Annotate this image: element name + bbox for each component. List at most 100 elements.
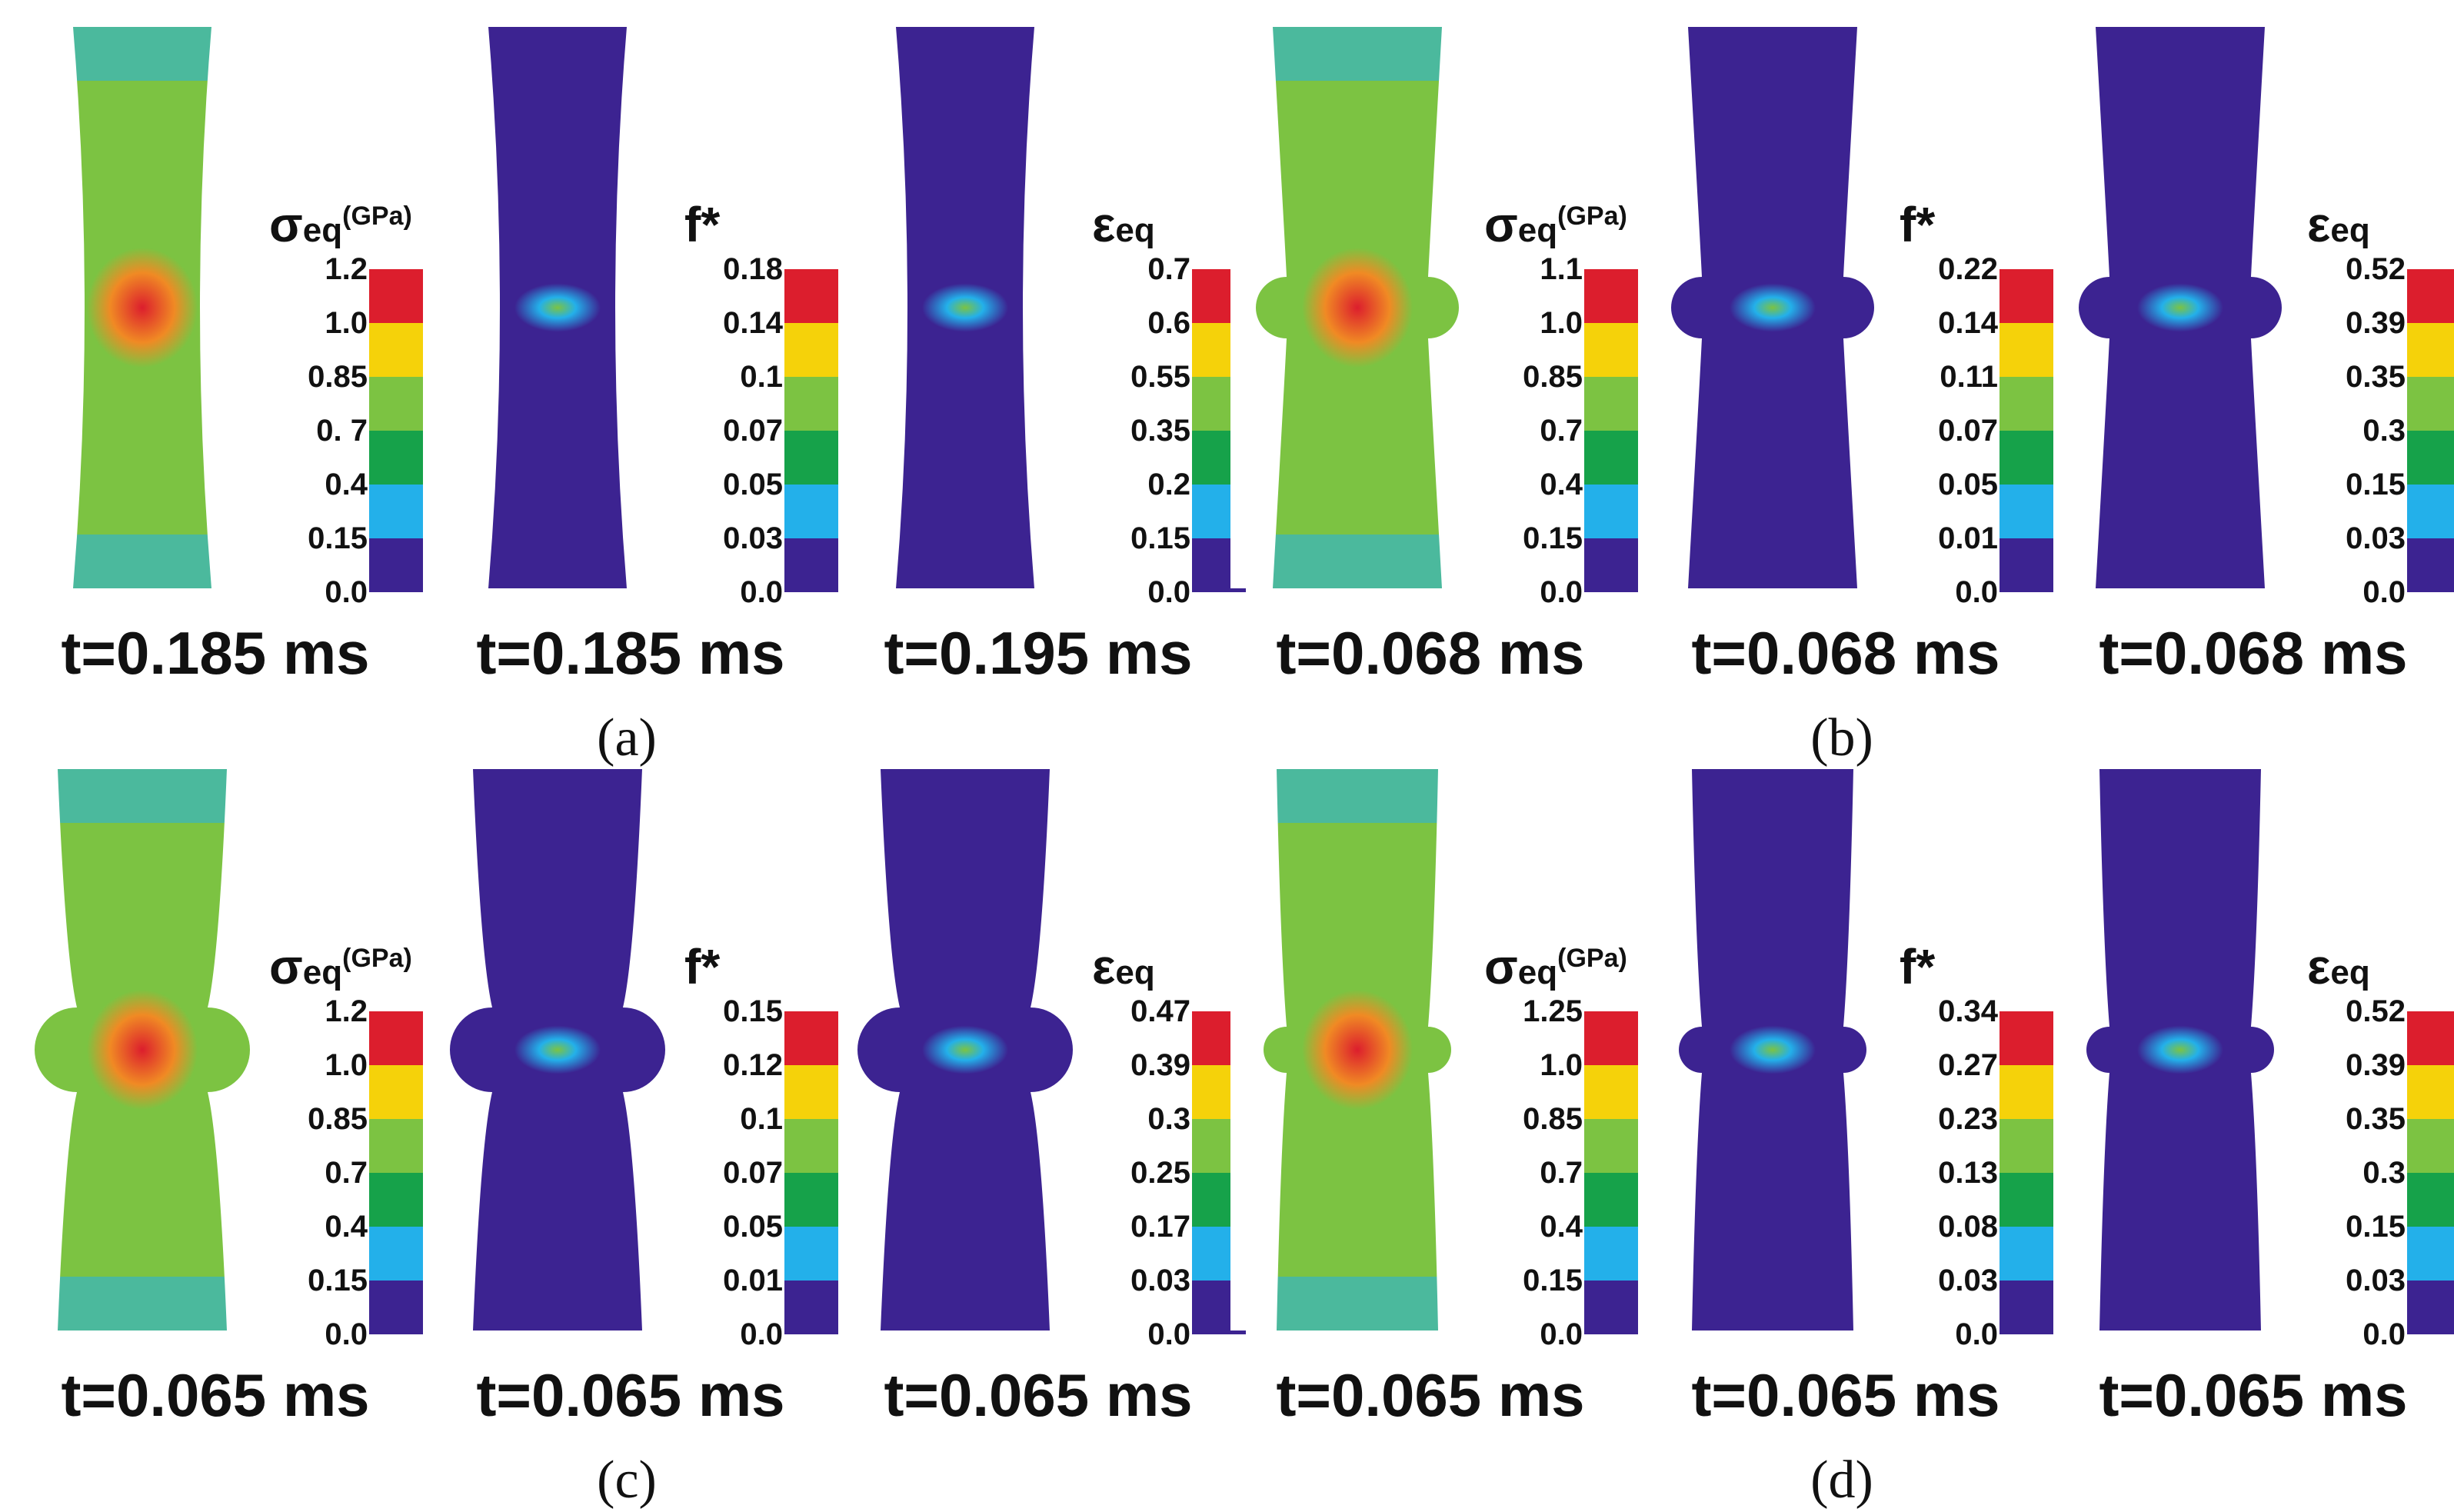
colorbar-tick-label: 0.15 [2346,468,2406,501]
colorbar-symbol: ε [1092,197,1116,252]
colorbar-tick-label: 0.15 [1523,1264,1583,1297]
panel-c: σeq(GPa) 1.2 1.0 0.85 0.7 0.4 0.15 0.0 t=0.065 m… [15,758,1246,1511]
localization-zone [1711,1015,1834,1084]
colorbar-ticks: 0.52 0.39 0.35 0.3 0.15 0.03 0.0 [2307,996,2406,1350]
colorbar-segment [1584,1119,1638,1173]
colorbar-tick-label: 0.05 [723,1210,783,1244]
colorbar-segment [369,538,423,592]
specimen-plot [1646,769,1900,1330]
colorbar-tick-label: 0.25 [1130,1156,1190,1190]
colorbar-segment [1999,485,2053,538]
time-label: t=0.068 ms [1691,619,2000,687]
colorbar-tick-label: 0.4 [1540,468,1583,501]
colorbar-tick-label: 0.15 [2346,1210,2406,1244]
colorbar-unit: (GPa) [1557,944,1627,973]
colorbar-tick-label: 0.1 [740,360,783,394]
specimen-outline-mask [431,769,684,1330]
colorbar-tick-label: 0.23 [1938,1102,1998,1136]
colorbar-segment [1999,269,2053,323]
time-label: t=0.068 ms [2099,619,2408,687]
colorbar-tick-label: 0.34 [1938,994,1998,1028]
colorbar [784,269,838,592]
colorbar [1584,269,1638,592]
contour-subplot: f* 0.34 0.27 0.23 0.13 0.08 0.03 0.0 t=0.065 ms [1646,758,2053,1425]
colorbar-tick-label: 0.0 [740,1317,783,1351]
localization-zone [496,273,619,342]
panel-label: (d) [1810,1450,1873,1510]
colorbar-tick-label: 0.0 [1540,1317,1583,1351]
colorbar-ticks: 0.47 0.39 0.3 0.25 0.17 0.03 0.0 [1092,996,1190,1350]
colorbar-segment [369,1227,423,1281]
colorbar-subscript: eq [1517,954,1558,991]
colorbar-segment [1584,1281,1638,1334]
colorbar [369,1011,423,1334]
colorbar-tick-label: 0.03 [1938,1264,1998,1297]
colorbar-segment [369,1173,423,1227]
colorbar-tick-label: 0.7 [1147,252,1190,286]
localization-zone [496,1015,619,1084]
colorbar-segment [2407,1281,2454,1334]
localization-zone [904,1015,1027,1084]
colorbar-segment [1584,538,1638,592]
colorbar-segment [1999,1281,2053,1334]
colorbar-tick-label: 1.0 [325,306,368,340]
colorbar-symbol: σ [1484,197,1518,252]
contour-subplot: εeq 0.7 0.6 0.55 0.35 0.2 0.15 0.0 t=0.195 ms [838,15,1246,683]
colorbar-tick-label: 0.0 [1955,575,1998,609]
colorbar-segment [369,1119,423,1173]
colorbar-tick-label: 1.1 [1540,252,1583,286]
colorbar-segment [784,1281,838,1334]
colorbar-tick-label: 0.15 [308,1264,368,1297]
localization-zone [50,208,235,408]
colorbar-segment [369,1065,423,1119]
colorbar-segment [2407,269,2454,323]
colorbar [784,1011,838,1334]
colorbar-segment [2407,538,2454,592]
colorbar-segment [2407,1173,2454,1227]
colorbar-segment [2407,323,2454,377]
colorbar-segment [784,431,838,485]
colorbar-tick-label: 0.3 [2362,1156,2406,1190]
colorbar-tick-label: 0.6 [1147,306,1190,340]
colorbar-tick-label: 0.4 [325,1210,368,1244]
colorbar-tick-label: 0. 7 [316,414,368,448]
colorbar-segment [784,1227,838,1281]
colorbar-segment [369,431,423,485]
colorbar-title: σeq(GPa) [269,200,412,249]
colorbar-tick-label: 0.01 [1938,521,1998,555]
colorbar-tick-label: 0.0 [740,575,783,609]
colorbar-tick-label: 0.2 [1147,468,1190,501]
colorbar-segment [1584,485,1638,538]
colorbar-segment [369,485,423,538]
colorbar-segment [2407,377,2454,431]
colorbar-segment [1584,323,1638,377]
colorbar-segment [369,269,423,323]
colorbar-tick-label: 0.13 [1938,1156,1998,1190]
colorbar-tick-label: 0.14 [723,306,783,340]
contour-subplot: εeq 0.52 0.39 0.35 0.3 0.15 0.03 0.0 t=0.065 ms [2053,758,2454,1425]
colorbar-tick-label: 0.03 [723,521,783,555]
colorbar [369,269,423,592]
colorbar-tick-label: 0.03 [2346,521,2406,555]
contour-subplot: f* 0.15 0.12 0.1 0.07 0.05 0.01 0.0 t=0.065 ms [431,758,838,1425]
colorbar-tick-label: 0.1 [740,1102,783,1136]
colorbar-tick-label: 1.0 [325,1048,368,1082]
colorbar [1999,1011,2053,1334]
colorbar-segment [784,1173,838,1227]
time-label: t=0.185 ms [61,619,370,687]
contour-subplot: εeq 0.52 0.39 0.35 0.3 0.15 0.03 0.0 t=0.068 ms [2053,15,2454,683]
colorbar [1584,1011,1638,1334]
colorbar-ticks: 0.18 0.14 0.1 0.07 0.05 0.03 0.0 [684,254,783,608]
colorbar-segment [1999,1227,2053,1281]
colorbar-subscript: eq [302,954,343,991]
colorbar-tick-label: 0.47 [1130,994,1190,1028]
colorbar-tick-label: 1.2 [325,252,368,286]
colorbar-unit: (GPa) [342,201,412,231]
colorbar [1999,269,2053,592]
localization-zone [1265,950,1450,1150]
colorbar-ticks: 0.34 0.27 0.23 0.13 0.08 0.03 0.0 [1900,996,1998,1350]
colorbar-segment [784,1065,838,1119]
colorbar-segment [784,323,838,377]
colorbar-tick-label: 0.35 [2346,360,2406,394]
colorbar-tick-label: 1.0 [1540,1048,1583,1082]
